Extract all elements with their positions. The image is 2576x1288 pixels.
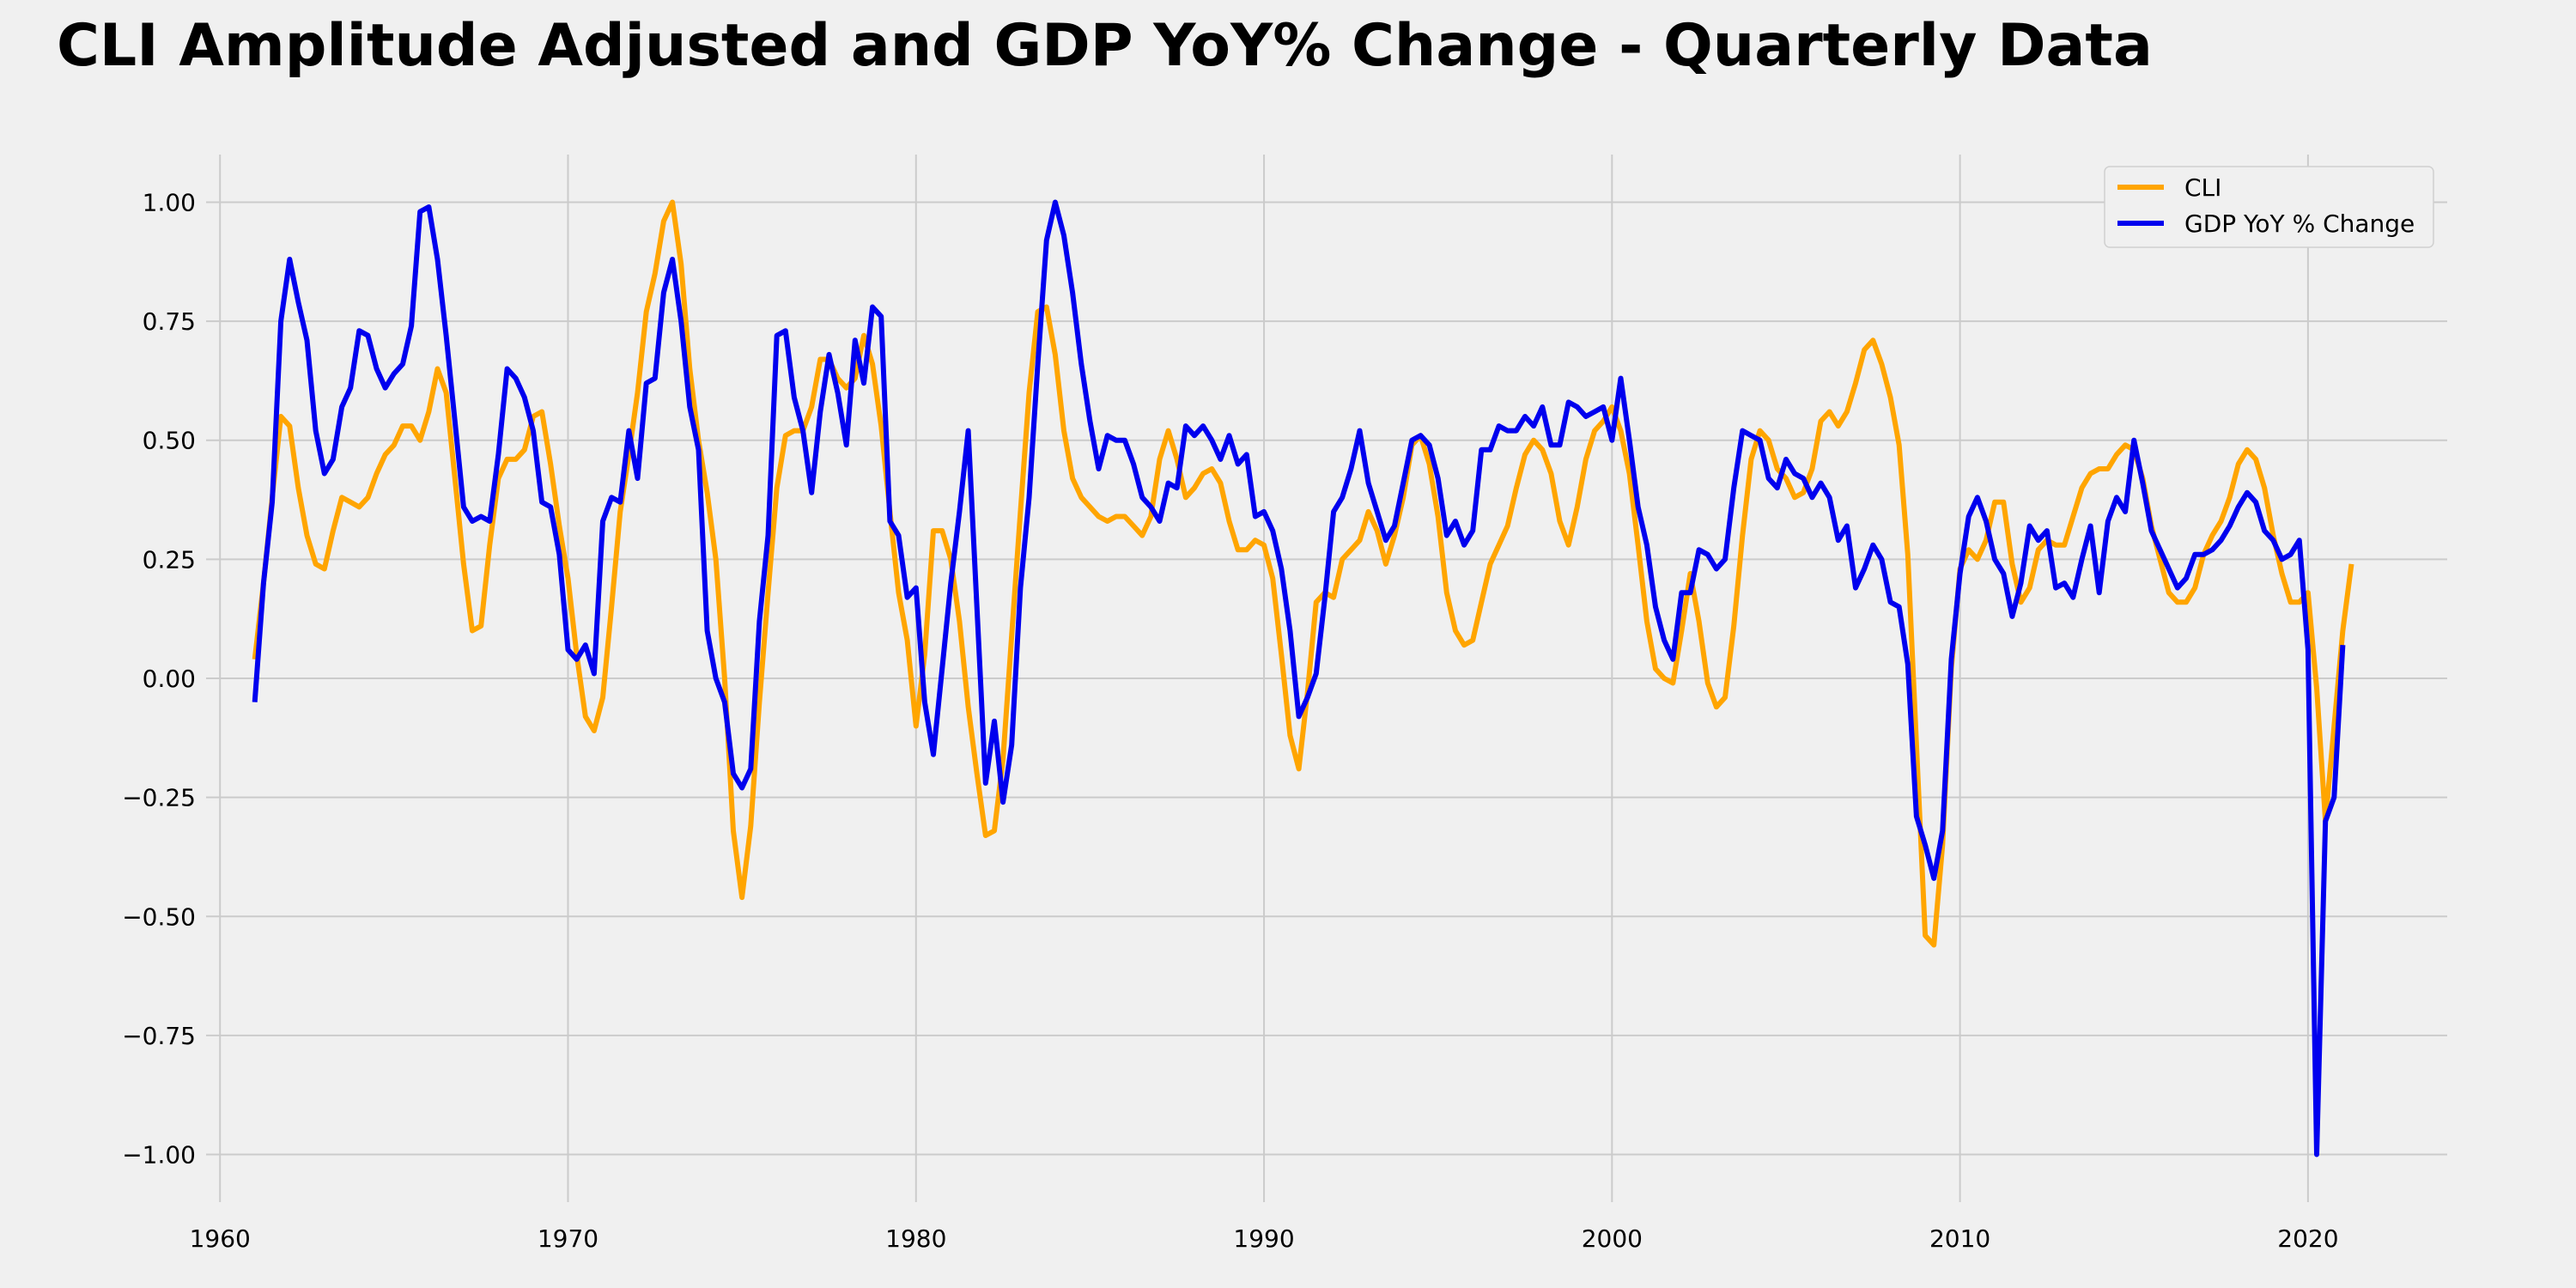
- series-line-gdp: [252, 199, 2346, 1157]
- series-group: [252, 199, 2354, 1157]
- y-tick-label: −0.25: [122, 784, 196, 812]
- x-tick-label: 2010: [1929, 1224, 1990, 1253]
- series-line-cli: [252, 199, 2354, 948]
- legend-box: [2104, 166, 2434, 248]
- y-tick-label: 0.00: [143, 665, 196, 693]
- legend: CLI GDP YoY % Change: [2104, 166, 2434, 248]
- x-axis: 1960 1970 1980 1990 2000 2010 2020: [190, 1224, 2339, 1253]
- x-tick-label: 2000: [1582, 1224, 1643, 1253]
- y-tick-label: −0.50: [122, 902, 196, 931]
- chart-title: CLI Amplitude Adjusted and GDP YoY% Chan…: [57, 12, 2153, 80]
- y-tick-label: 0.25: [143, 545, 196, 574]
- y-axis: −1.00 −0.75 −0.50 −0.25 0.00 0.25 0.50 0.75 1.00: [122, 188, 196, 1169]
- y-tick-label: 0.50: [143, 427, 196, 455]
- grid-lines: [206, 155, 2447, 1202]
- x-tick-label: 1980: [885, 1224, 946, 1253]
- y-tick-label: 0.75: [143, 307, 196, 336]
- x-tick-label: 1970: [538, 1224, 598, 1253]
- x-tick-label: 1960: [190, 1224, 251, 1253]
- legend-label-cli: CLI: [2184, 173, 2221, 202]
- x-tick-label: 2020: [2277, 1224, 2338, 1253]
- y-tick-label: −0.75: [122, 1022, 196, 1050]
- y-tick-label: −1.00: [122, 1141, 196, 1170]
- y-tick-label: 1.00: [143, 188, 196, 216]
- x-tick-label: 1990: [1233, 1224, 1294, 1253]
- legend-label-gdp: GDP YoY % Change: [2184, 210, 2415, 238]
